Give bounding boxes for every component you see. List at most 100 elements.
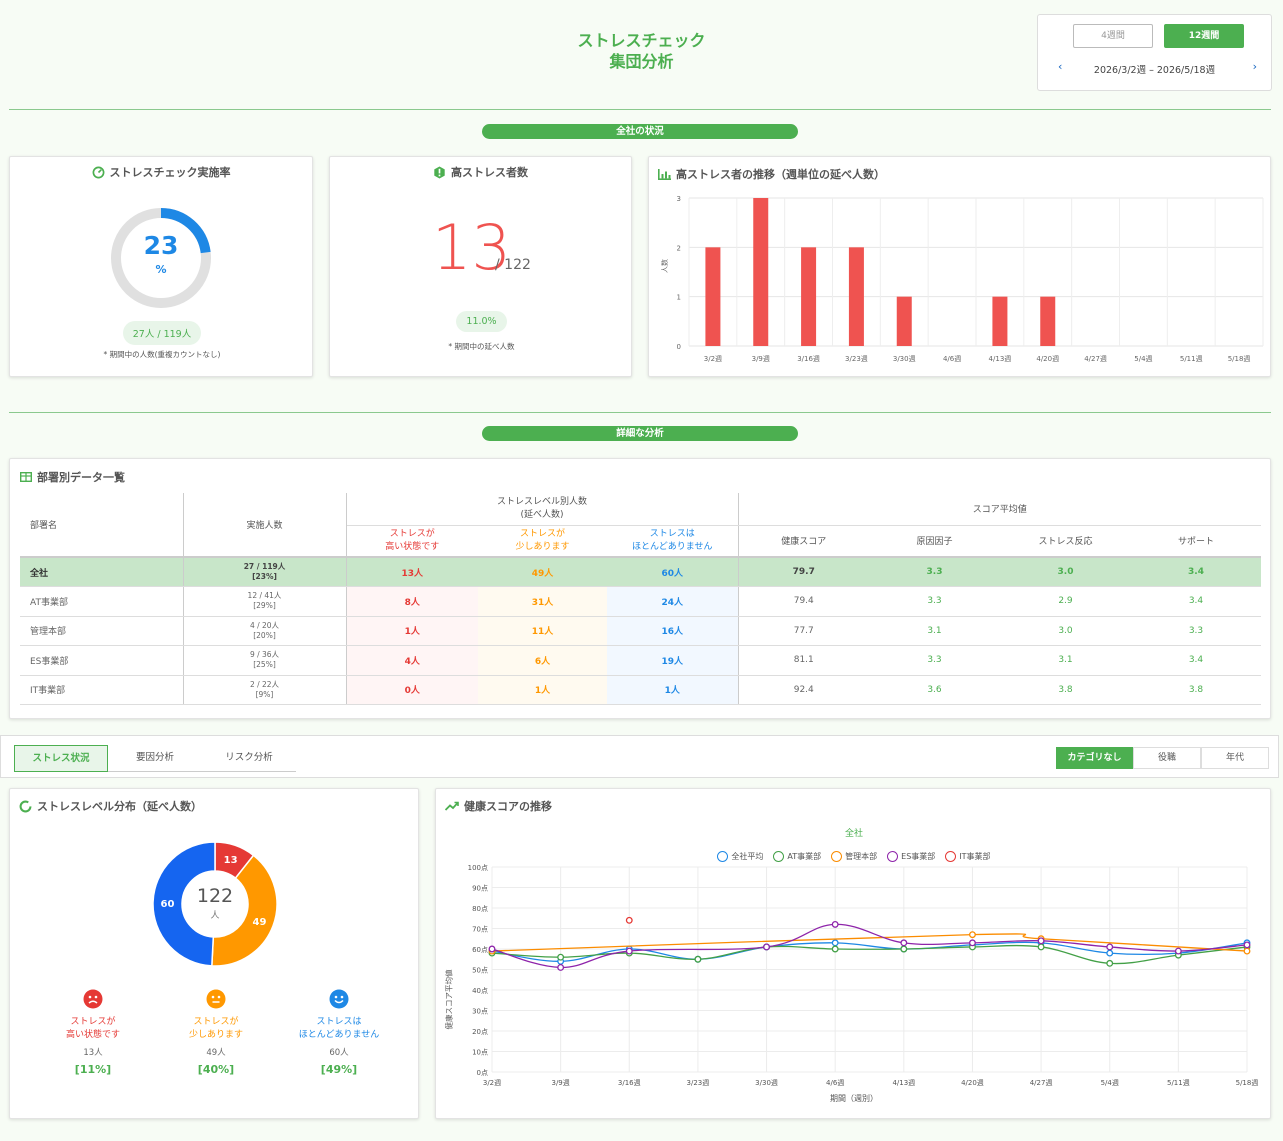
- line-point[interactable]: [694, 955, 702, 963]
- cell-mid: 11人: [478, 616, 607, 646]
- line-point[interactable]: [900, 939, 908, 947]
- line-series-1: [491, 944, 1248, 965]
- legend-count: 49人: [206, 1048, 226, 1058]
- line-x-tick: 3/2週: [483, 1078, 501, 1087]
- bar-4/13週[interactable]: [992, 296, 1008, 346]
- cell-count: 27 / 119人 [23%]: [183, 557, 347, 587]
- table-row: AT事業部 12 / 41人 [29%] 8人 31人 24人 79.4 3.3 2.9 3.4: [20, 586, 1261, 617]
- high-stress-trend-card: 高ストレス者の推移（週単位の延べ人数） 人数 0 1 2 3 3/2週 3/9週 3/16週…: [648, 156, 1271, 377]
- health-score-line-chart: 0点 10点 20点 30点 40点 50点 60点 70点 80点 90点 100点 3/2週 3/9…: [468, 864, 1259, 1087]
- header-stress-reaction: ストレス反応: [1000, 525, 1131, 558]
- rate-card-title: ストレスチェック実施率: [109, 166, 231, 179]
- line-y-tick: 10点: [472, 1049, 488, 1057]
- bar-y-tick: 1: [677, 294, 681, 302]
- legend-series-4[interactable]: IT事業部: [945, 851, 991, 862]
- line-point[interactable]: [557, 953, 565, 961]
- prev-period-icon[interactable]: ‹: [1058, 60, 1063, 73]
- line-point[interactable]: [831, 920, 839, 928]
- cell-support: 3.8: [1131, 675, 1261, 705]
- period-range: 2026/3/2週 – 2026/5/18週: [1093, 65, 1216, 76]
- section-company-status: 全社の状況: [482, 124, 798, 139]
- cell-low: 24人: [607, 586, 739, 617]
- header-health-score: 健康スコア: [738, 525, 869, 558]
- legend-marker: [831, 851, 843, 862]
- legend-series-2[interactable]: 管理本部: [831, 851, 877, 862]
- line-point[interactable]: [625, 916, 633, 924]
- tab-risk-analysis[interactable]: リスク分析: [202, 745, 296, 772]
- cell-low: 19人: [607, 645, 739, 676]
- bar-3/16週[interactable]: [801, 247, 817, 346]
- legend-marker: [717, 851, 729, 862]
- bar-3/9週[interactable]: [753, 198, 769, 346]
- bar-x-tick: 4/20週: [1036, 354, 1059, 363]
- line-point[interactable]: [969, 931, 976, 939]
- line-point[interactable]: [1106, 949, 1114, 957]
- legend-series-1[interactable]: AT事業部: [773, 851, 821, 862]
- line-point[interactable]: [1174, 947, 1182, 955]
- period-12-weeks-button[interactable]: 12週間: [1164, 24, 1244, 48]
- line-point[interactable]: [1106, 943, 1114, 951]
- line-x-tick: 5/4週: [1101, 1078, 1119, 1087]
- neutral-face-icon: [206, 989, 226, 1009]
- high-stress-card: 高ストレス者数 13 / 122 11.0% * 期間中の延べ人数: [329, 156, 632, 377]
- legend-marker: [945, 851, 957, 862]
- line-point[interactable]: [831, 945, 839, 953]
- line-x-tick: 3/23週: [687, 1078, 710, 1087]
- line-y-tick: 90点: [472, 885, 488, 893]
- line-point[interactable]: [831, 939, 839, 947]
- line-point[interactable]: [625, 947, 633, 955]
- table-row: IT事業部 2 / 22人 [9%] 0人 1人 1人 92.4 3.6 3.8 3.8: [20, 675, 1261, 705]
- line-xlabel: 期間（週別）: [830, 1094, 878, 1103]
- header-count: 実施人数: [183, 493, 347, 558]
- donut-slice-1[interactable]: [211, 854, 278, 967]
- tab-stress-status[interactable]: ストレス状況: [14, 745, 108, 772]
- bar-x-tick: 3/23週: [845, 354, 868, 363]
- line-x-tick: 4/20週: [961, 1078, 984, 1087]
- line-point[interactable]: [488, 945, 496, 953]
- cell-name: 全社: [20, 557, 184, 587]
- line-point[interactable]: [1243, 947, 1251, 955]
- bar-x-tick: 3/30週: [893, 354, 916, 363]
- table-row: 管理本部 4 / 20人 [20%] 1人 11人 16人 77.7 3.1 3.0 3.3: [20, 616, 1261, 646]
- cell-support: 3.4: [1131, 645, 1261, 676]
- line-point[interactable]: [900, 945, 908, 953]
- bar-y-tick: 2: [677, 244, 681, 252]
- line-card-title: 健康スコアの推移: [464, 800, 552, 813]
- tab-factor-analysis[interactable]: 要因分析: [108, 745, 202, 772]
- legend-series-0[interactable]: 全社平均: [717, 851, 763, 862]
- legend-label: ストレスが 少しあります: [188, 1017, 243, 1040]
- line-point[interactable]: [1106, 959, 1114, 967]
- header-low-stress: ストレスは ほとんどありません: [607, 525, 739, 558]
- happy-face-icon: [329, 989, 349, 1009]
- bar-x-tick: 5/18週: [1228, 354, 1251, 363]
- line-point[interactable]: [763, 943, 770, 951]
- legend-series-3[interactable]: ES事業部: [887, 851, 935, 862]
- bar-4/20週[interactable]: [1040, 296, 1056, 346]
- legend-count: 13人: [83, 1048, 103, 1058]
- segment-age[interactable]: 年代: [1201, 747, 1269, 769]
- line-point[interactable]: [1243, 941, 1251, 949]
- bar-3/2週[interactable]: [705, 247, 721, 346]
- legend-label: ストレスが 高い状態です: [65, 1017, 120, 1040]
- donut-slice-label: 13: [224, 855, 238, 866]
- line-point[interactable]: [969, 939, 976, 947]
- cell-health: 81.1: [738, 645, 869, 676]
- line-point[interactable]: [1037, 937, 1045, 945]
- bar-3/30週[interactable]: [896, 296, 912, 346]
- sad-face-icon: [83, 989, 103, 1009]
- header-cause-factor: 原因因子: [869, 525, 1000, 558]
- donut-slice-2[interactable]: [152, 841, 216, 967]
- line-point[interactable]: [557, 963, 565, 971]
- period-4-weeks-button[interactable]: 4週間: [1073, 24, 1153, 48]
- segment-no-category[interactable]: カテゴリなし: [1056, 747, 1133, 769]
- next-period-icon[interactable]: ›: [1252, 60, 1257, 73]
- rate-note: * 期間中の人数(重複カウントなし): [103, 350, 221, 359]
- alert-icon: [434, 165, 445, 179]
- donut-legend-item: ストレスが 高い状態です 13人 [11%]: [38, 989, 148, 1076]
- cell-name: AT事業部: [20, 586, 184, 617]
- cell-health: 79.7: [738, 557, 869, 587]
- line-point[interactable]: [1037, 943, 1045, 951]
- donut-chart-icon: [19, 800, 32, 812]
- bar-3/23週[interactable]: [848, 247, 864, 346]
- segment-position[interactable]: 役職: [1133, 747, 1201, 769]
